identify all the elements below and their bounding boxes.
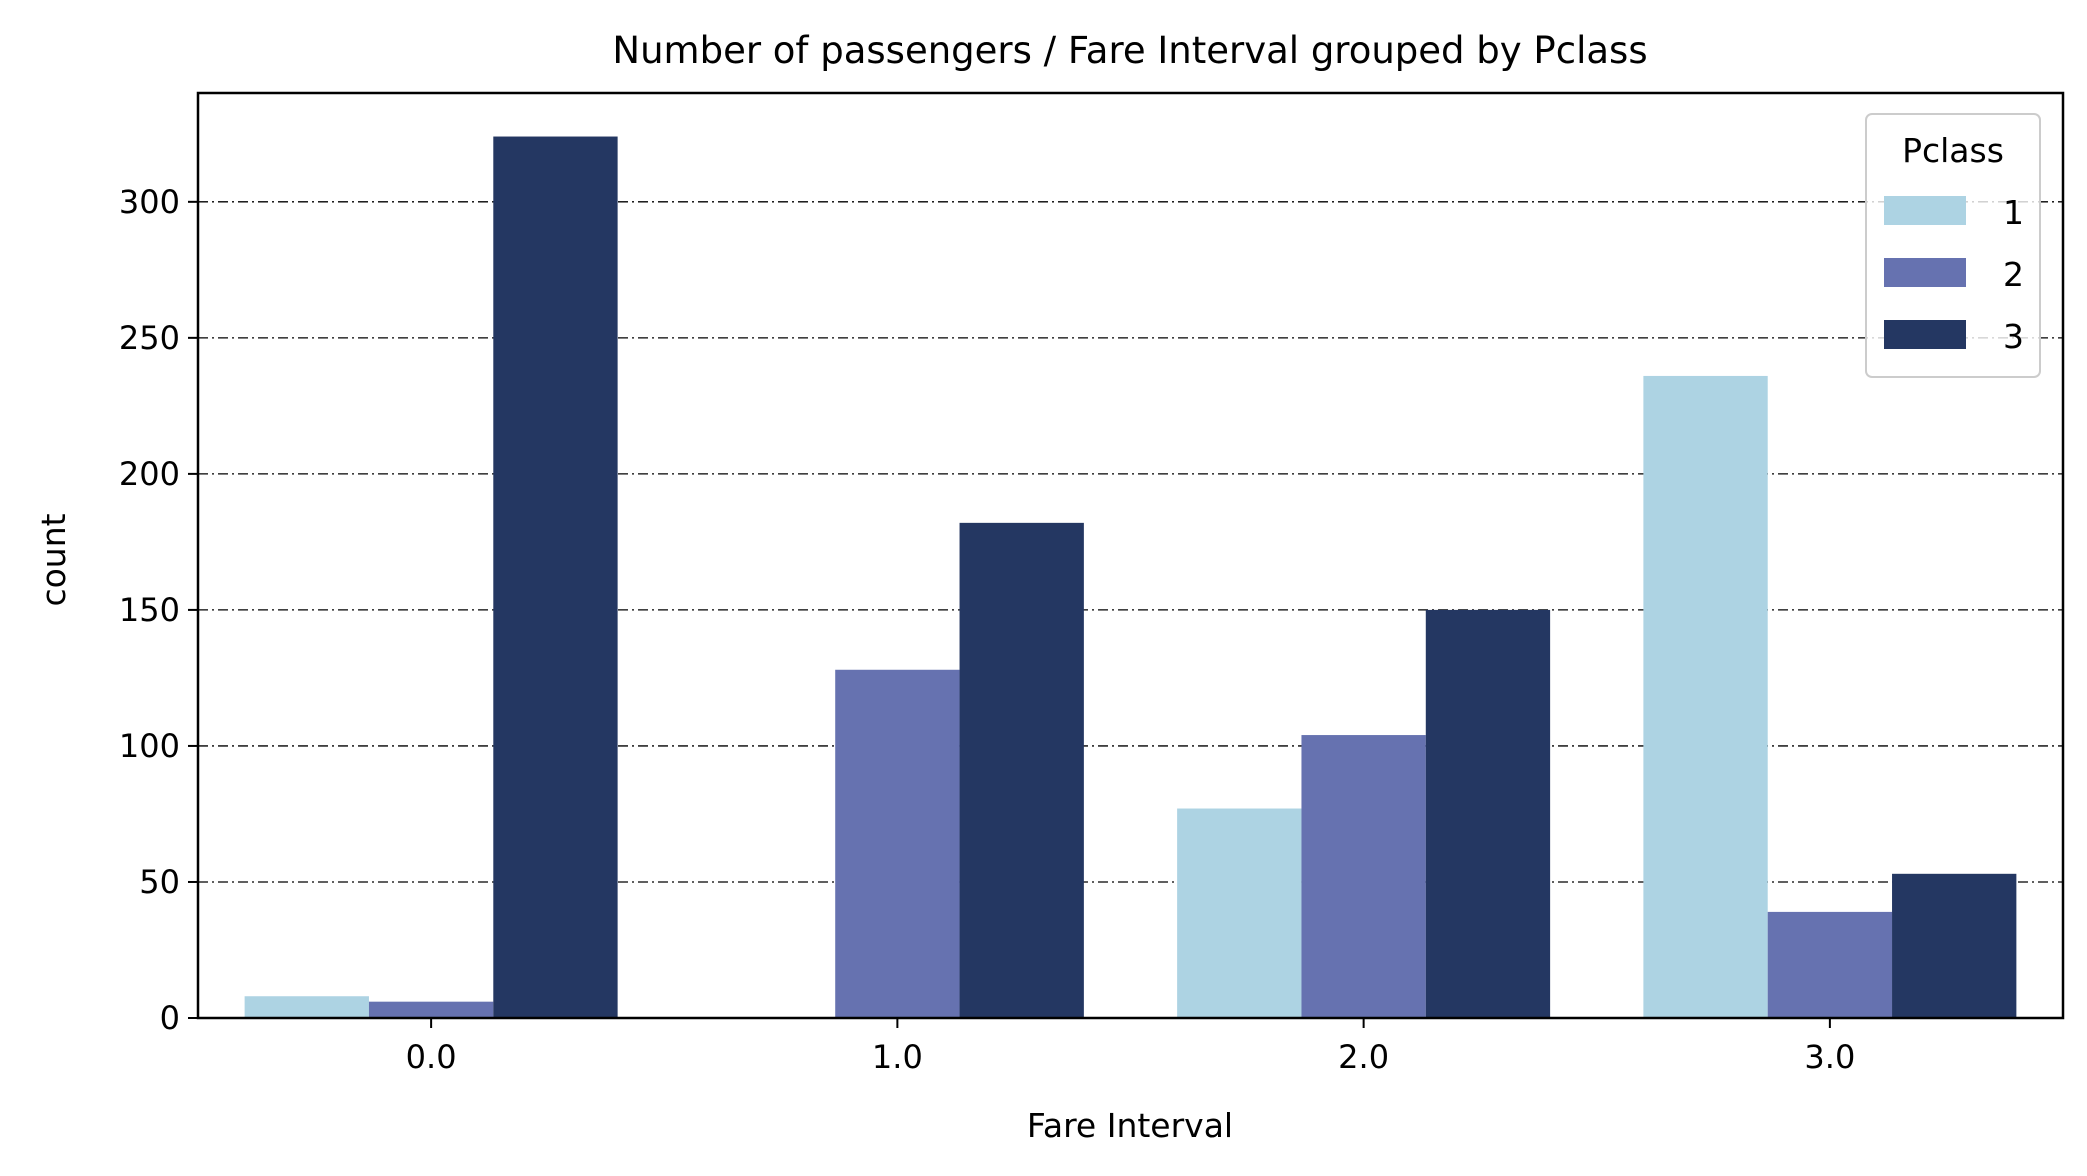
y-tick-label: 50 bbox=[139, 863, 180, 901]
legend: Pclass 1 2 3 bbox=[1865, 113, 2041, 378]
legend-label-1: 1 bbox=[2003, 193, 2024, 232]
bar-pclass-1-interval-2.0 bbox=[1177, 808, 1302, 1018]
bar-pclass-2-interval-1.0 bbox=[835, 669, 960, 1018]
y-axis-label: count bbox=[34, 513, 73, 606]
legend-swatch-1 bbox=[1884, 196, 1966, 225]
legend-label-3: 3 bbox=[2003, 317, 2024, 356]
y-tick-label: 300 bbox=[119, 183, 180, 221]
legend-items: 1 2 3 bbox=[1884, 193, 2024, 356]
legend-label-2: 2 bbox=[2003, 255, 2024, 294]
gridlines bbox=[198, 201, 2063, 883]
chart-title: Number of passengers / Fare Interval gro… bbox=[612, 29, 1647, 72]
x-tick-label: 1.0 bbox=[872, 1038, 923, 1076]
bars bbox=[244, 136, 2017, 1018]
y-tick-label: 100 bbox=[119, 727, 180, 765]
bar-pclass-2-interval-0.0 bbox=[368, 1001, 494, 1018]
legend-frame bbox=[1865, 113, 2041, 378]
bar-pclass-1-interval-0.0 bbox=[244, 996, 369, 1018]
y-tick-label: 250 bbox=[119, 319, 180, 357]
bar-pclass-3-interval-1.0 bbox=[959, 522, 1084, 1018]
bar-pclass-3-interval-0.0 bbox=[493, 136, 618, 1018]
axis-ticks: 0 50 100 150 200 250 300 0.0 1.0 2.0 3.0 bbox=[119, 183, 1855, 1076]
bar-pclass-2-interval-2.0 bbox=[1301, 735, 1426, 1018]
legend-swatch-2 bbox=[1884, 258, 1966, 287]
bar-pclass-3-interval-2.0 bbox=[1425, 609, 1551, 1018]
y-tick-label: 150 bbox=[119, 591, 180, 629]
y-tick-label: 0 bbox=[160, 999, 180, 1037]
x-axis-label: Fare Interval bbox=[1027, 1106, 1233, 1145]
x-tick-label: 0.0 bbox=[406, 1038, 457, 1076]
bar-pclass-2-interval-3.0 bbox=[1767, 911, 1893, 1018]
bar-pclass-3-interval-3.0 bbox=[1892, 873, 2017, 1018]
x-tick-label: 2.0 bbox=[1338, 1038, 1389, 1076]
legend-swatch-3 bbox=[1884, 320, 1966, 349]
plot-frame bbox=[196, 91, 2065, 1020]
y-tick-label: 200 bbox=[119, 455, 180, 493]
legend-title: Pclass bbox=[1902, 131, 2004, 170]
bar-pclass-1-interval-3.0 bbox=[1643, 375, 1768, 1018]
x-tick-label: 3.0 bbox=[1804, 1038, 1855, 1076]
